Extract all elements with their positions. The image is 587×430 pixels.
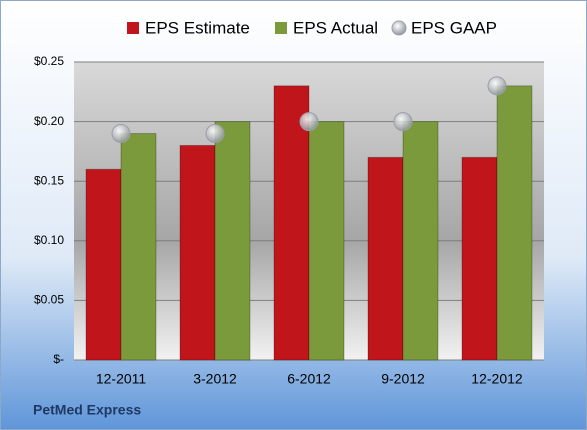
bar <box>461 156 498 361</box>
x-tick-label: 9-2012 <box>381 371 425 387</box>
marker <box>205 124 225 144</box>
x-tick-label: 6-2012 <box>287 371 331 387</box>
bar <box>402 121 439 361</box>
x-tick-label: 3-2012 <box>193 371 237 387</box>
bar <box>120 133 157 361</box>
y-tick-label: $0.10 <box>34 233 64 247</box>
bar <box>496 85 533 361</box>
y-tick-label: $0.25 <box>34 54 64 68</box>
x-tick-label: 12-2012 <box>471 371 523 387</box>
marker <box>487 76 507 96</box>
y-tick-label: $- <box>53 352 64 366</box>
y-tick-label: $0.05 <box>34 293 64 307</box>
bar <box>273 85 310 361</box>
y-tick-label: $0.20 <box>34 114 64 128</box>
legend-marker <box>391 20 407 36</box>
legend-label: EPS Estimate <box>145 18 250 37</box>
bar <box>179 144 216 361</box>
bar <box>214 121 251 361</box>
legend-swatch <box>127 22 139 34</box>
x-tick-label: 12-2011 <box>96 371 147 387</box>
legend-label: EPS GAAP <box>411 18 497 37</box>
bar <box>85 168 122 361</box>
y-tick-label: $0.15 <box>34 173 64 187</box>
footer: PetMed Express <box>33 402 141 418</box>
legend-swatch <box>275 22 287 34</box>
legend-label: EPS Actual <box>293 18 378 37</box>
marker <box>393 112 413 132</box>
marker <box>111 124 131 144</box>
marker <box>299 112 319 132</box>
bar <box>367 156 404 361</box>
bar <box>308 121 345 361</box>
